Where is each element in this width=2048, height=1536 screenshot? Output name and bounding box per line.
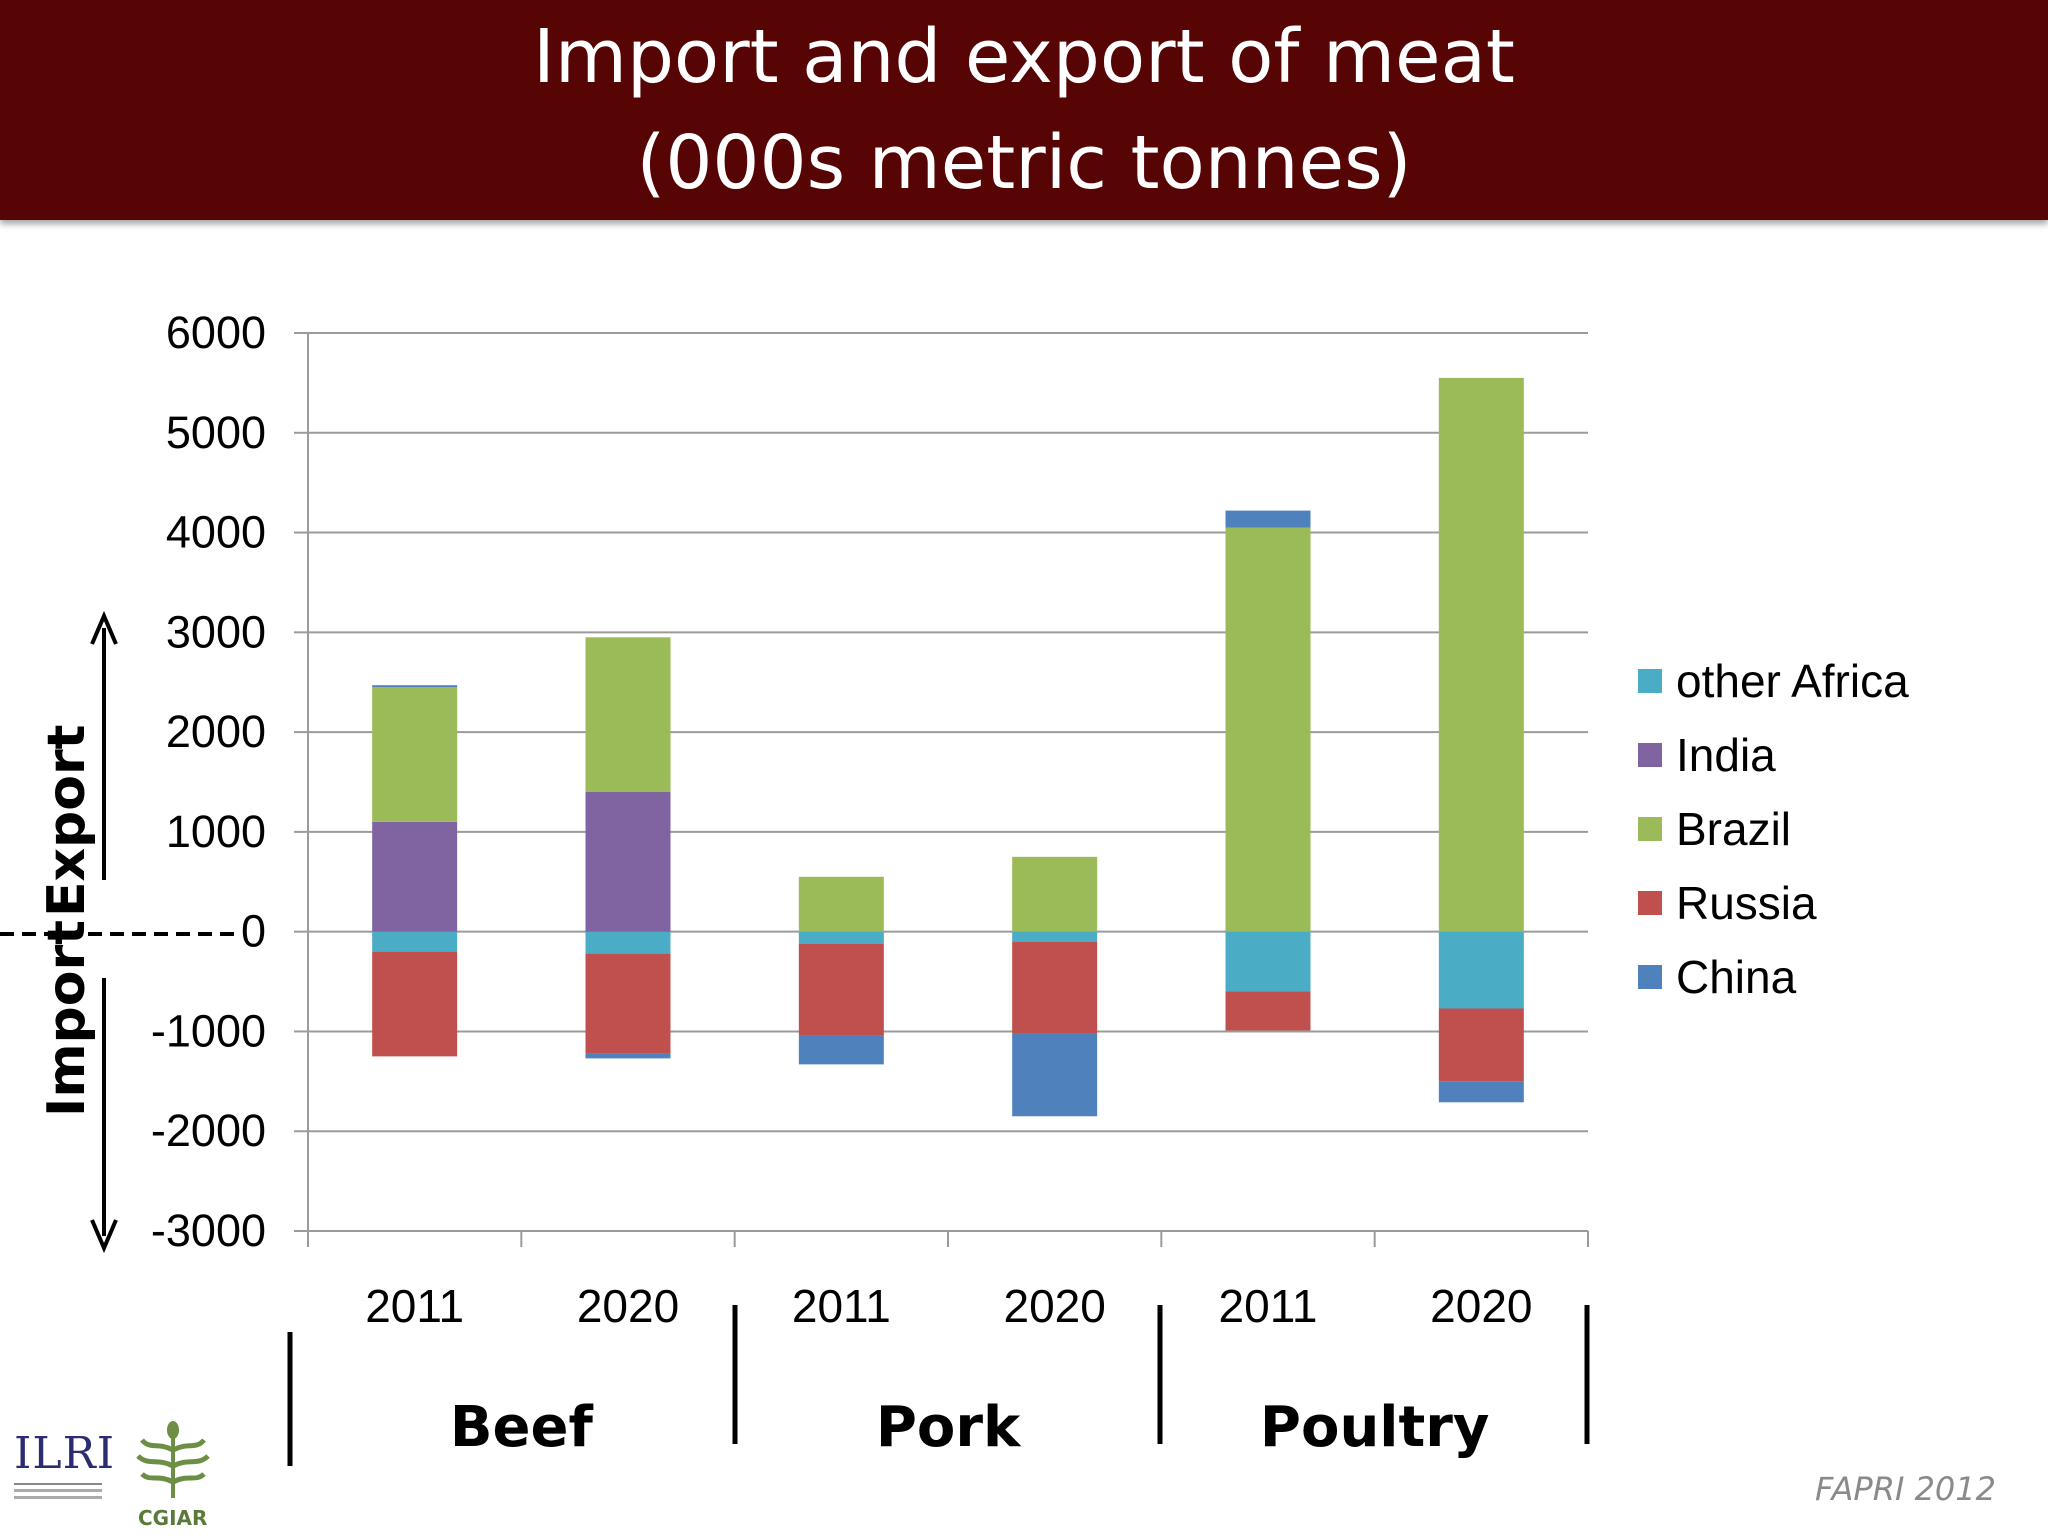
bar-segment bbox=[1225, 510, 1311, 528]
bar-segment bbox=[798, 1035, 884, 1065]
bar-segment bbox=[1438, 931, 1524, 1009]
export-label: Export bbox=[37, 724, 97, 917]
y-tick-label: 1000 bbox=[166, 806, 266, 857]
legend-swatch bbox=[1638, 891, 1662, 915]
x-tick-label: 2011 bbox=[1219, 1280, 1318, 1332]
title-banner: Import and export of meat (000s metric t… bbox=[0, 0, 2048, 220]
export-arrow-head bbox=[90, 610, 118, 645]
legend-label: Russia bbox=[1676, 877, 1817, 929]
x-tick-label: 2020 bbox=[1003, 1280, 1105, 1332]
bar-segment bbox=[1012, 931, 1098, 942]
y-tick-label: -3000 bbox=[151, 1205, 266, 1256]
cgiar-logo-text: CGIAR bbox=[138, 1506, 208, 1530]
ilri-logo: ILRI bbox=[14, 1428, 116, 1518]
chart-title-line-2: (000s metric tonnes) bbox=[636, 120, 1412, 206]
ilri-logo-rule bbox=[14, 1483, 102, 1485]
y-tick-label: 5000 bbox=[166, 407, 266, 458]
x-tick-label: 2011 bbox=[792, 1280, 891, 1332]
cgiar-logo: CGIAR bbox=[128, 1420, 218, 1530]
axes: 6000 5000 4000 3000 2000 1000 0 -1000 -2000 -3000… bbox=[151, 307, 1590, 1466]
y-tick-label: 6000 bbox=[166, 307, 266, 358]
bar-segment bbox=[1012, 856, 1098, 932]
bar-segment bbox=[585, 791, 671, 932]
y-tick-label: 4000 bbox=[166, 507, 266, 558]
bar-segment bbox=[585, 931, 671, 954]
y-tick-label: 3000 bbox=[166, 606, 266, 657]
x-tick-label: 2020 bbox=[1430, 1280, 1532, 1332]
bar-segment bbox=[372, 685, 458, 688]
legend-swatch bbox=[1638, 965, 1662, 989]
bar-segment bbox=[1225, 931, 1311, 992]
y-tick-label: -1000 bbox=[151, 1005, 266, 1056]
source-note: FAPRI 2012 bbox=[1815, 1470, 1996, 1508]
y-tick-label: -2000 bbox=[151, 1105, 266, 1156]
y-tick-label: 2000 bbox=[166, 706, 266, 757]
y-tick-label: 0 bbox=[241, 906, 266, 957]
bar-segment bbox=[1225, 527, 1311, 932]
legend-swatch bbox=[1638, 817, 1662, 841]
legend-label: Brazil bbox=[1676, 803, 1791, 855]
bar-segment bbox=[798, 943, 884, 1036]
import-arrow-head bbox=[90, 1219, 118, 1254]
bar-segment bbox=[585, 953, 671, 1054]
bars bbox=[372, 377, 1524, 1117]
bar-segment bbox=[585, 637, 671, 792]
x-tick-label: 2011 bbox=[365, 1280, 464, 1332]
bar-segment bbox=[1012, 1033, 1098, 1117]
bar-segment bbox=[585, 1053, 671, 1059]
bar-segment bbox=[1438, 1008, 1524, 1082]
bar-segment bbox=[1225, 991, 1311, 1031]
wheat-icon bbox=[136, 1421, 210, 1498]
bar-segment bbox=[798, 876, 884, 932]
group-label: Poultry bbox=[1260, 1395, 1489, 1460]
bar-segment bbox=[1012, 941, 1098, 1034]
chart-title-line-1: Import and export of meat bbox=[533, 14, 1515, 100]
gridlines bbox=[308, 332, 1588, 1232]
legend-label: other Africa bbox=[1676, 655, 1909, 707]
ilri-logo-fine-lines bbox=[14, 1489, 102, 1492]
legend: other Africa India Brazil Russia China bbox=[1638, 655, 1909, 1003]
group-label: Pork bbox=[876, 1395, 1022, 1460]
group-label: Beef bbox=[450, 1395, 594, 1460]
x-tick-label: 2020 bbox=[577, 1280, 679, 1332]
legend-swatch bbox=[1638, 669, 1662, 693]
bar-segment bbox=[1438, 377, 1524, 932]
bar-segment bbox=[372, 931, 458, 952]
bar-segment bbox=[1438, 1081, 1524, 1103]
bar-segment bbox=[372, 821, 458, 932]
legend-swatch bbox=[1638, 743, 1662, 767]
legend-label: China bbox=[1676, 951, 1797, 1003]
import-label: Import bbox=[37, 920, 97, 1117]
legend-label: India bbox=[1676, 729, 1776, 781]
bar-segment bbox=[372, 687, 458, 822]
annotations bbox=[0, 610, 238, 1254]
bar-segment bbox=[372, 951, 458, 1057]
ilri-logo-text: ILRI bbox=[14, 1428, 116, 1479]
ilri-logo-fine-lines-2 bbox=[14, 1496, 102, 1499]
bar-segment bbox=[798, 931, 884, 944]
